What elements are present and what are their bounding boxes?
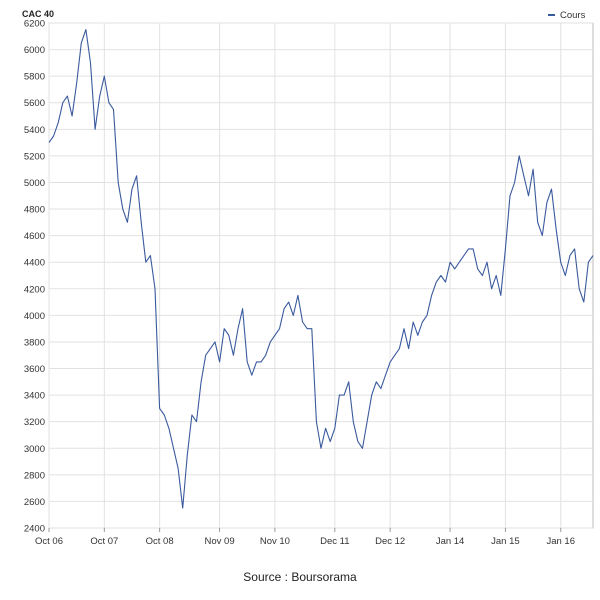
x-tick-label: Dec 12 [375, 536, 405, 547]
x-tick-label: Nov 10 [260, 536, 290, 547]
x-tick-label: Dec 11 [320, 536, 349, 547]
y-tick-label: 4800 [24, 205, 45, 216]
series-line-cours [48, 29, 594, 509]
y-tick-label: 5400 [24, 125, 45, 136]
y-tick-label: 6200 [24, 19, 45, 30]
legend-label-cours: Cours [560, 10, 586, 21]
y-tick-label: 5600 [24, 98, 45, 109]
y-tick-label: 3400 [24, 391, 45, 402]
y-tick-label: 5800 [24, 72, 45, 83]
y-tick-label: 2600 [24, 497, 45, 508]
y-tick-label: 5200 [24, 151, 45, 162]
y-tick-label: 3800 [24, 337, 45, 348]
y-tick-label: 4200 [24, 284, 45, 295]
chart-title: CAC 40 [22, 9, 54, 19]
x-tick-label: Jan 14 [436, 536, 465, 547]
y-tick-label: 4000 [24, 311, 45, 322]
x-tick-label: Jan 15 [491, 536, 520, 547]
x-tick-label: Oct 07 [90, 536, 118, 547]
x-tick-label: Jan 16 [546, 536, 575, 547]
x-tick-label: Oct 06 [35, 536, 63, 547]
x-tick-label: Oct 08 [146, 536, 174, 547]
source-caption: Source : Boursorama [243, 570, 357, 584]
y-tick-label: 2400 [24, 524, 45, 535]
y-tick-label: 6000 [24, 45, 45, 56]
legend: Cours [548, 10, 586, 21]
y-tick-label: 4400 [24, 258, 45, 269]
y-tick-label: 3600 [24, 364, 45, 375]
y-tick-label: 4600 [24, 231, 45, 242]
plot-area [48, 22, 594, 529]
chart-svg: 2400 2600 2800 3000 3200 3400 3600 3800 4000 4200… [22, 9, 594, 547]
y-tick-label: 3000 [24, 444, 45, 455]
x-tick-label: Nov 09 [205, 536, 235, 547]
y-tick-label: 3200 [24, 417, 45, 428]
y-tick-label: 2800 [24, 470, 45, 481]
cac40-line-chart: 2400 2600 2800 3000 3200 3400 3600 3800 4000 4200… [22, 9, 594, 547]
y-tick-label: 5000 [24, 178, 45, 189]
